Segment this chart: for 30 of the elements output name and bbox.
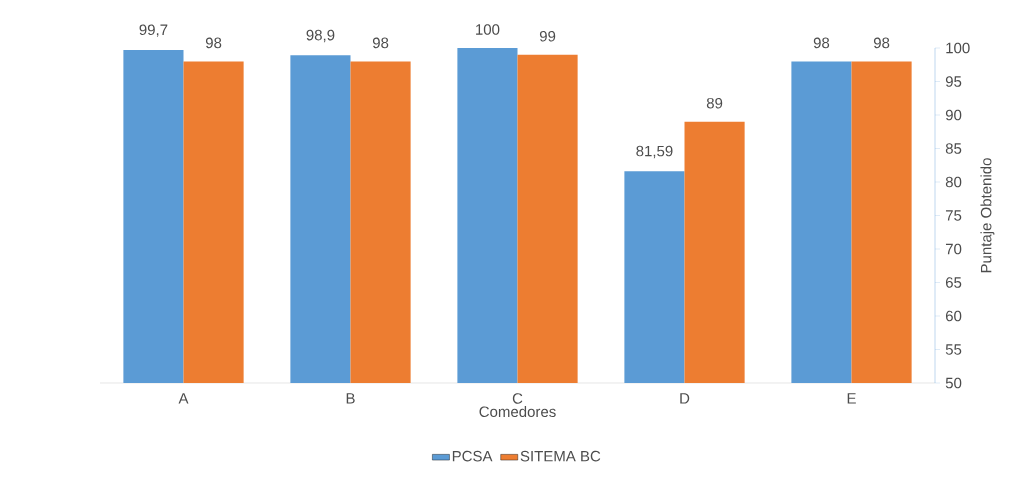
data-label: 99 [539,30,556,42]
y-tick-label: 70 [945,243,962,255]
x-axis-title: Comedores [479,406,556,418]
data-label: 98 [205,37,222,49]
x-tick-label: A [178,393,189,404]
y-tick-label: 75 [945,210,962,221]
y-tick-label: 90 [945,109,962,121]
y-tick-label: 85 [945,143,962,154]
y-tick-label: 65 [945,277,962,288]
y-tick-label: 55 [945,344,962,355]
y-tick-label: 80 [945,176,962,188]
legend-label: PCSA [452,450,493,462]
data-label: 98 [372,37,389,49]
y-axis-title: Puntaje Obtenido [980,158,995,273]
y-tick-label: 100 [946,42,970,54]
data-label: 99,7 [139,24,168,37]
legend-label: SITEMA BC [520,450,601,462]
y-tick-label: 95 [945,76,962,87]
data-label: 98 [813,37,830,49]
data-label: 100 [476,24,500,35]
x-tick-label: C [512,393,523,404]
data-label: 89 [706,97,723,109]
data-label: 98,9 [306,29,335,43]
x-tick-label: B [346,393,355,404]
x-tick-label: D [680,393,690,404]
data-label: 81,59 [636,145,673,159]
y-tick-label: 50 [945,377,962,389]
data-label: 98 [873,37,890,49]
y-tick-label: 60 [945,310,962,322]
x-tick-label: E [847,393,856,404]
